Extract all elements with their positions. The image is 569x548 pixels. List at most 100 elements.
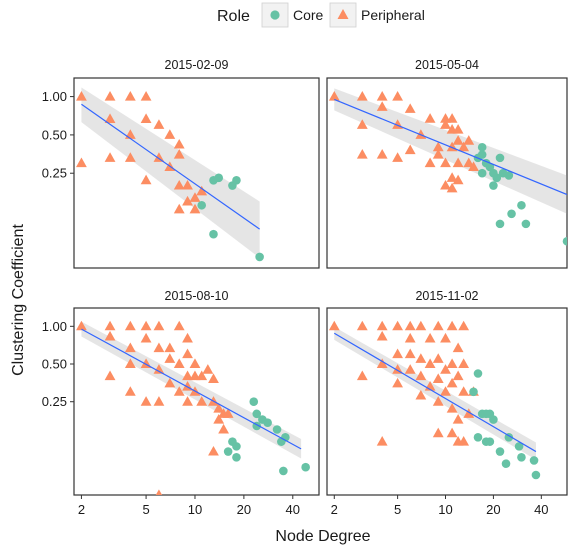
peripheral-point — [404, 103, 416, 113]
core-point — [489, 181, 498, 190]
peripheral-point — [356, 149, 368, 159]
core-point — [514, 442, 524, 451]
peripheral-point — [104, 113, 116, 123]
peripheral-point — [173, 149, 185, 159]
peripheral-point — [458, 386, 470, 396]
peripheral-point — [356, 119, 368, 129]
y-tick-label: 0.50 — [42, 357, 67, 372]
core-point — [517, 200, 526, 210]
core-point — [495, 153, 505, 163]
core-point — [517, 452, 526, 462]
x-tick-label: 40 — [534, 502, 548, 517]
peripheral-point — [376, 436, 388, 446]
regression-line — [334, 98, 567, 196]
peripheral-point — [208, 445, 219, 456]
core-point — [252, 409, 262, 419]
core-point — [504, 171, 514, 180]
peripheral-point — [213, 403, 225, 413]
peripheral-point — [213, 413, 225, 424]
panel-plot-area — [328, 320, 541, 480]
peripheral-point — [164, 129, 176, 139]
peripheral-point — [376, 320, 388, 331]
core-point — [473, 369, 483, 378]
peripheral-point — [463, 408, 475, 418]
peripheral-point — [153, 119, 165, 129]
peripheral-point — [446, 427, 458, 438]
peripheral-point — [104, 152, 116, 162]
y-tick-label: 0.25 — [42, 394, 67, 409]
core-point — [232, 175, 241, 185]
peripheral-point — [424, 157, 436, 168]
strip-background — [74, 284, 319, 308]
peripheral-point — [440, 179, 451, 190]
peripheral-point — [182, 332, 193, 343]
peripheral-point — [76, 90, 87, 101]
peripheral-point — [153, 320, 165, 331]
peripheral-point — [222, 408, 234, 418]
peripheral-point — [440, 332, 451, 343]
peripheral-point — [376, 330, 388, 341]
peripheral-point — [376, 358, 388, 369]
peripheral-point — [155, 489, 163, 495]
peripheral-point — [376, 101, 388, 111]
peripheral-point — [196, 370, 208, 381]
core-point — [492, 173, 502, 183]
peripheral-point — [404, 332, 416, 343]
panel-frame — [326, 77, 568, 269]
peripheral-point — [182, 195, 193, 206]
peripheral-point — [415, 320, 427, 331]
x-tick-label: 2 — [331, 502, 338, 517]
peripheral-point — [182, 348, 193, 359]
peripheral-point — [164, 353, 176, 363]
legend-title: Role — [217, 8, 250, 25]
core-point — [529, 456, 539, 465]
peripheral-point — [392, 90, 404, 101]
legend-label-peripheral: Peripheral — [361, 7, 425, 23]
x-tick-label: 20 — [486, 502, 500, 517]
core-point — [562, 236, 567, 246]
core-point — [531, 470, 541, 480]
core-point — [232, 452, 241, 462]
peripheral-point — [124, 320, 136, 331]
peripheral-point — [124, 386, 136, 396]
panel-title: 2015-05-04 — [415, 58, 479, 72]
peripheral-point — [140, 332, 152, 343]
y-tick-label: 1.00 — [42, 319, 67, 334]
peripheral-point — [153, 364, 165, 374]
core-point — [477, 168, 487, 178]
peripheral-point — [328, 320, 340, 331]
core-point — [272, 425, 282, 434]
peripheral-point — [452, 174, 464, 185]
peripheral-point — [452, 413, 464, 424]
peripheral-point — [446, 403, 458, 413]
peripheral-point — [432, 396, 444, 406]
peripheral-point — [104, 330, 116, 341]
regression-line — [81, 103, 260, 230]
panel-2015-02-09: 2015-02-09 — [73, 53, 320, 269]
peripheral-point — [189, 358, 201, 369]
peripheral-point — [189, 203, 201, 214]
peripheral-point — [173, 138, 185, 149]
peripheral-point — [458, 436, 470, 446]
core-point — [469, 387, 478, 397]
peripheral-point — [446, 172, 458, 182]
core-point — [495, 447, 505, 456]
peripheral-point — [356, 370, 368, 381]
peripheral-point — [458, 358, 470, 369]
panel-2015-08-10: 2015-08-10 — [73, 284, 320, 496]
regression-line — [81, 328, 302, 450]
peripheral-point — [463, 157, 475, 168]
peripheral-point — [452, 342, 464, 353]
peripheral-point — [452, 370, 464, 381]
confidence-band — [334, 326, 536, 460]
peripheral-point — [446, 182, 458, 193]
panel-plot-area — [328, 88, 567, 246]
peripheral-point — [432, 373, 444, 383]
core-point — [223, 447, 233, 456]
y-tick-label: 0.50 — [42, 127, 67, 142]
core-point — [255, 252, 264, 262]
core-point — [214, 173, 224, 183]
peripheral-point — [182, 179, 193, 190]
peripheral-point — [440, 386, 451, 396]
